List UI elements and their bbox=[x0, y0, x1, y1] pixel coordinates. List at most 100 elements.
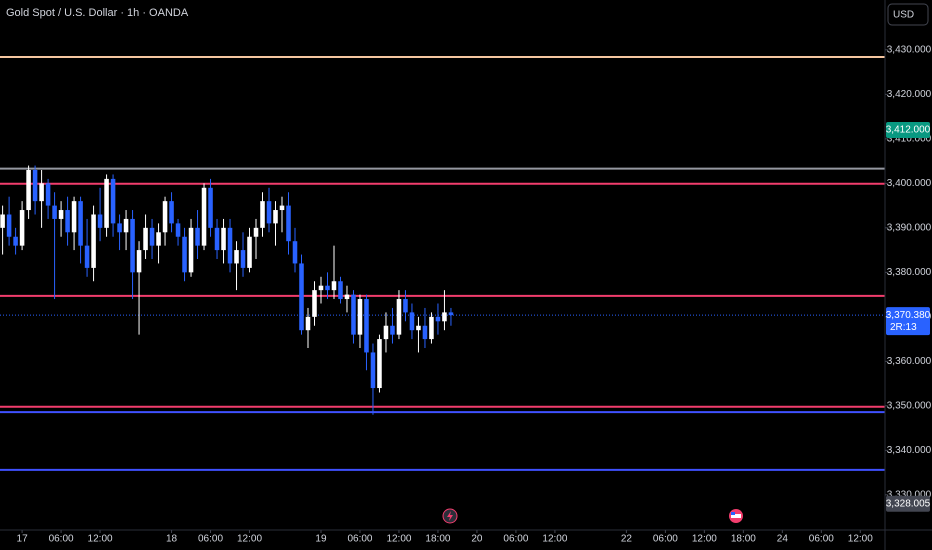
candle-body bbox=[331, 281, 337, 291]
y-tick-label: 3,340.000 bbox=[887, 445, 932, 456]
event-icon[interactable] bbox=[729, 509, 743, 523]
candle-body bbox=[383, 325, 389, 340]
candle-body bbox=[149, 227, 155, 246]
x-tick-label: 06:00 bbox=[347, 534, 372, 545]
candle-body bbox=[364, 299, 369, 353]
candle-body bbox=[117, 223, 122, 233]
x-tick-label: 18:00 bbox=[731, 534, 756, 545]
candle-body bbox=[13, 236, 18, 246]
candle-body bbox=[104, 178, 109, 228]
candle-body bbox=[195, 227, 200, 246]
x-tick-label: 12:00 bbox=[386, 534, 411, 545]
candle-body bbox=[234, 250, 239, 264]
candle-body bbox=[448, 312, 454, 316]
candle-body bbox=[91, 214, 96, 268]
y-tick-label: 3,410.000 bbox=[887, 133, 932, 144]
candle-body bbox=[409, 312, 415, 331]
x-tick-label: 18:00 bbox=[425, 534, 450, 545]
x-tick-label: 06:00 bbox=[503, 534, 528, 545]
candle-body bbox=[312, 290, 317, 317]
candle-body bbox=[344, 294, 350, 300]
candle-body bbox=[442, 312, 447, 322]
countdown-label: 2R:13 bbox=[890, 322, 917, 333]
price-label-box bbox=[886, 307, 930, 336]
candle-body bbox=[188, 227, 194, 273]
candle-body bbox=[52, 205, 57, 219]
candle-body bbox=[370, 352, 376, 389]
candle-body bbox=[26, 169, 31, 211]
candle-body bbox=[377, 339, 382, 389]
candle-body bbox=[403, 299, 408, 313]
candle-body bbox=[175, 223, 181, 237]
currency-button[interactable] bbox=[887, 3, 929, 26]
x-tick-label: 12:00 bbox=[848, 534, 873, 545]
event-icon[interactable] bbox=[442, 508, 458, 524]
candle-body bbox=[65, 210, 70, 233]
candle-body bbox=[136, 250, 142, 273]
candle-body bbox=[292, 241, 298, 264]
x-tick-label: 22 bbox=[621, 534, 633, 545]
candle-body bbox=[0, 214, 5, 228]
candle-body bbox=[130, 218, 135, 273]
candle-body bbox=[429, 316, 434, 340]
candle-body bbox=[143, 227, 148, 251]
candle-body bbox=[305, 316, 311, 331]
candle-body bbox=[338, 281, 343, 300]
x-tick-label: 20 bbox=[471, 534, 483, 545]
x-tick-label: 12:00 bbox=[88, 534, 113, 545]
candle-body bbox=[422, 325, 428, 340]
candle-body bbox=[169, 201, 174, 224]
x-tick-label: 06:00 bbox=[809, 534, 834, 545]
candle-body bbox=[39, 183, 44, 202]
x-tick-label: 17 bbox=[17, 534, 29, 545]
candle-body bbox=[396, 299, 402, 335]
candle-body bbox=[253, 227, 259, 237]
y-tick-label: 3,330.000 bbox=[887, 489, 932, 500]
candle-body bbox=[214, 227, 220, 251]
y-tick-label: 3,430.000 bbox=[887, 44, 932, 55]
candle-body bbox=[325, 285, 330, 291]
x-tick-label: 06:00 bbox=[653, 534, 678, 545]
x-tick-label: 24 bbox=[777, 534, 789, 545]
candle-body bbox=[78, 201, 83, 246]
candle-body bbox=[279, 205, 285, 211]
candle-body bbox=[318, 285, 324, 291]
currency-label[interactable]: USD bbox=[893, 10, 914, 21]
y-tick-label: 3,400.000 bbox=[887, 178, 932, 189]
candle-body bbox=[32, 169, 38, 202]
candle-body bbox=[273, 210, 278, 224]
y-tick-label: 3,390.000 bbox=[887, 222, 932, 233]
candle-body bbox=[110, 178, 116, 224]
candle-body bbox=[156, 232, 161, 246]
chart-title: Gold Spot / U.S. Dollar · 1h · OANDA bbox=[6, 7, 189, 19]
candle-body bbox=[286, 205, 291, 242]
x-tick-label: 12:00 bbox=[542, 534, 567, 545]
x-tick-label: 12:00 bbox=[237, 534, 262, 545]
candle-body bbox=[162, 201, 168, 233]
candle-body bbox=[247, 236, 252, 268]
candle-body bbox=[201, 187, 207, 246]
x-tick-label: 18 bbox=[166, 534, 178, 545]
candle-body bbox=[19, 210, 25, 246]
candle-body bbox=[58, 210, 64, 219]
candle-body bbox=[45, 183, 51, 206]
candle-body bbox=[208, 187, 213, 228]
candle-body bbox=[84, 245, 90, 268]
candle-body bbox=[221, 227, 226, 251]
price-label: 3,328.005 bbox=[886, 498, 931, 509]
price-label-box bbox=[886, 121, 930, 138]
candle-body bbox=[240, 250, 246, 268]
candle-body bbox=[260, 201, 265, 228]
x-tick-label: 19 bbox=[315, 534, 327, 545]
candle-body bbox=[227, 227, 233, 264]
candle-body bbox=[6, 214, 12, 237]
x-tick-label: 12:00 bbox=[692, 534, 717, 545]
candle-body bbox=[299, 263, 304, 331]
y-tick-label: 3,380.000 bbox=[887, 267, 932, 278]
candle-body bbox=[71, 201, 77, 233]
x-tick-label: 06:00 bbox=[198, 534, 223, 545]
candle-body bbox=[97, 214, 103, 228]
x-tick-label: 06:00 bbox=[49, 534, 74, 545]
